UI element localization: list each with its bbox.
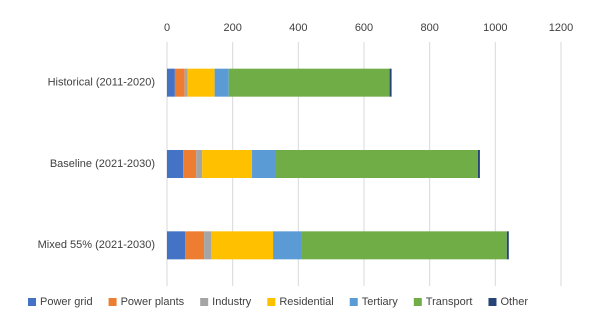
x-tick-label: 1000: [483, 22, 507, 34]
legend-label: Tertiary: [362, 296, 399, 308]
y-tick-label: Baseline (2021-2030): [50, 158, 155, 170]
bar-segment: [389, 68, 392, 97]
legend-label: Power plants: [121, 296, 185, 308]
bar-segment: [167, 231, 186, 260]
legend-label: Industry: [212, 296, 252, 308]
bar-segment: [202, 150, 253, 178]
legend-label: Residential: [279, 296, 333, 308]
legend-label: Power grid: [40, 296, 93, 308]
x-tick-label: 0: [164, 22, 170, 34]
bar-segment: [183, 150, 197, 178]
x-tick-label: 400: [289, 22, 307, 34]
x-tick-label: 1200: [549, 22, 573, 34]
y-tick-label: Historical (2011-2020): [48, 77, 155, 89]
legend-swatch: [488, 298, 497, 306]
bar-segment: [252, 150, 276, 178]
bar-segment: [167, 150, 184, 178]
bar-segment: [228, 68, 390, 97]
bar-segment: [210, 231, 274, 260]
bar-segment: [214, 68, 229, 97]
x-tick-label: 200: [223, 22, 241, 34]
legend-label: Other: [500, 296, 528, 308]
legend-swatch: [267, 298, 276, 306]
bar-segment: [196, 150, 203, 178]
bar-segment: [506, 231, 509, 260]
bar-segment: [174, 68, 185, 97]
bar-segment: [204, 231, 211, 260]
legend: Power grid Power plants Industry Residentia…: [28, 296, 528, 308]
bar-segment: [184, 68, 188, 97]
bar-segment: [167, 68, 175, 97]
legend-swatch: [200, 298, 209, 306]
legend-swatch: [413, 298, 422, 306]
legend-swatch: [28, 298, 36, 306]
bar-segment: [273, 231, 302, 260]
legend-swatch: [108, 298, 117, 306]
bar-segment: [477, 150, 480, 178]
bar-segment: [185, 231, 205, 260]
bar-segment: [187, 68, 215, 97]
x-tick-label: 800: [420, 22, 438, 34]
y-tick-label: Mixed 55% (2021-2030): [38, 239, 155, 251]
x-tick-label: 600: [355, 22, 373, 34]
legend-label: Transport: [426, 296, 473, 308]
bar-segment: [301, 231, 507, 260]
bar-segment: [275, 150, 478, 178]
legend-swatch: [349, 298, 358, 306]
